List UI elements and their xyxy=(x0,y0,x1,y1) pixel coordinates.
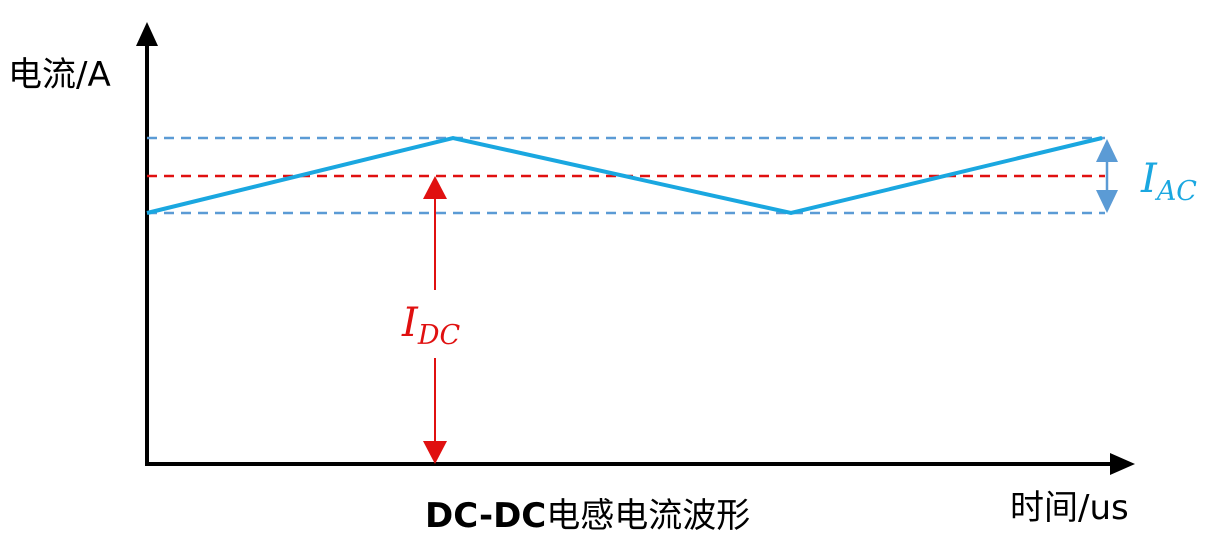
y-axis-arrowhead xyxy=(136,22,158,46)
iac-arrow-head-up xyxy=(1096,139,1118,162)
inductor-current-waveform xyxy=(146,135,1103,216)
iac-label: IAC xyxy=(1140,156,1197,207)
y-axis-label: 电流/A xyxy=(8,55,111,95)
x-axis-arrowhead xyxy=(1110,453,1135,475)
iac-arrow-head-down xyxy=(1096,190,1118,213)
idc-label: IDC xyxy=(401,300,460,351)
x-axis-label: 时间/us xyxy=(1010,488,1129,528)
idc-arrow-head-down xyxy=(423,441,447,464)
idc-arrow-head-up xyxy=(423,176,447,199)
figure-caption: DC-DC电感电流波形 xyxy=(425,496,750,536)
